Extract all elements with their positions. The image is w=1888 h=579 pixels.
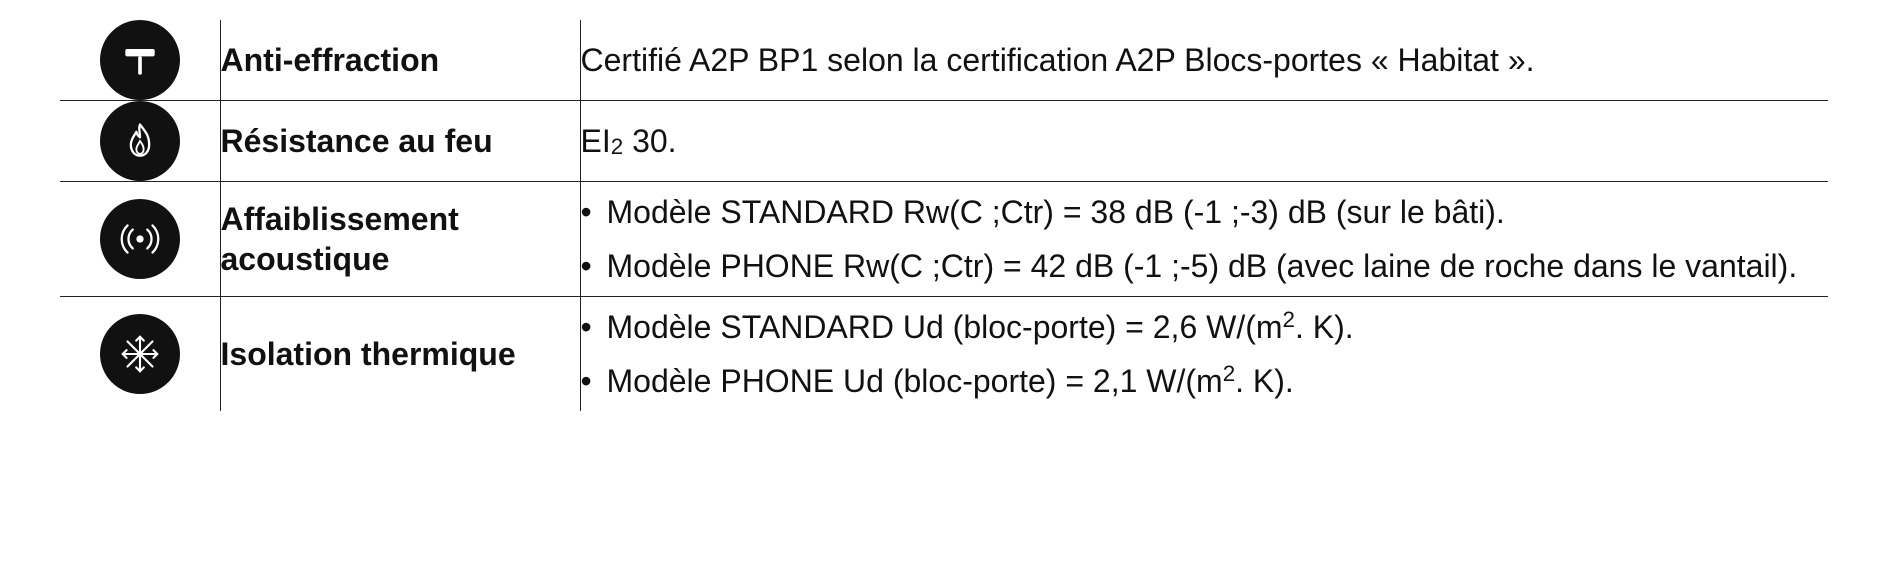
sound-icon (100, 199, 180, 279)
icon-cell (60, 297, 220, 412)
spec-label: Affaiblissement acoustique (220, 182, 580, 297)
flame-icon (100, 101, 180, 181)
spec-table-body: Anti-effractionCertifié A2P BP1 selon la… (60, 20, 1828, 411)
bullet-item: Modèle STANDARD Ud (bloc-porte) = 2,6 W/… (581, 303, 1829, 351)
spec-row: Isolation thermiqueModèle STANDARD Ud (b… (60, 297, 1828, 412)
icon-cell (60, 20, 220, 101)
spec-label: Isolation thermique (220, 297, 580, 412)
spec-label: Résistance au feu (220, 101, 580, 182)
spec-row: Résistance au feuEI2 30. (60, 101, 1828, 182)
spec-value: Certifié A2P BP1 selon la certification … (580, 20, 1828, 101)
spec-value: Modèle STANDARD Rw(C ;Ctr) = 38 dB (-1 ;… (580, 182, 1828, 297)
spec-value: EI2 30. (580, 101, 1828, 182)
bullet-list: Modèle STANDARD Ud (bloc-porte) = 2,6 W/… (581, 303, 1829, 405)
spec-value: Modèle STANDARD Ud (bloc-porte) = 2,6 W/… (580, 297, 1828, 412)
bullet-item: Modèle PHONE Rw(C ;Ctr) = 42 dB (-1 ;-5)… (581, 242, 1829, 290)
spec-table: Anti-effractionCertifié A2P BP1 selon la… (60, 20, 1828, 411)
spec-row: Affaiblissement acoustiqueModèle STANDAR… (60, 182, 1828, 297)
bullet-list: Modèle STANDARD Rw(C ;Ctr) = 38 dB (-1 ;… (581, 188, 1829, 290)
spec-label: Anti-effraction (220, 20, 580, 101)
hammer-icon (100, 20, 180, 100)
icon-cell (60, 182, 220, 297)
bullet-item: Modèle PHONE Ud (bloc-porte) = 2,1 W/(m2… (581, 357, 1829, 405)
icon-cell (60, 101, 220, 182)
bullet-item: Modèle STANDARD Rw(C ;Ctr) = 38 dB (-1 ;… (581, 188, 1829, 236)
snowflake-icon (100, 314, 180, 394)
spec-row: Anti-effractionCertifié A2P BP1 selon la… (60, 20, 1828, 101)
